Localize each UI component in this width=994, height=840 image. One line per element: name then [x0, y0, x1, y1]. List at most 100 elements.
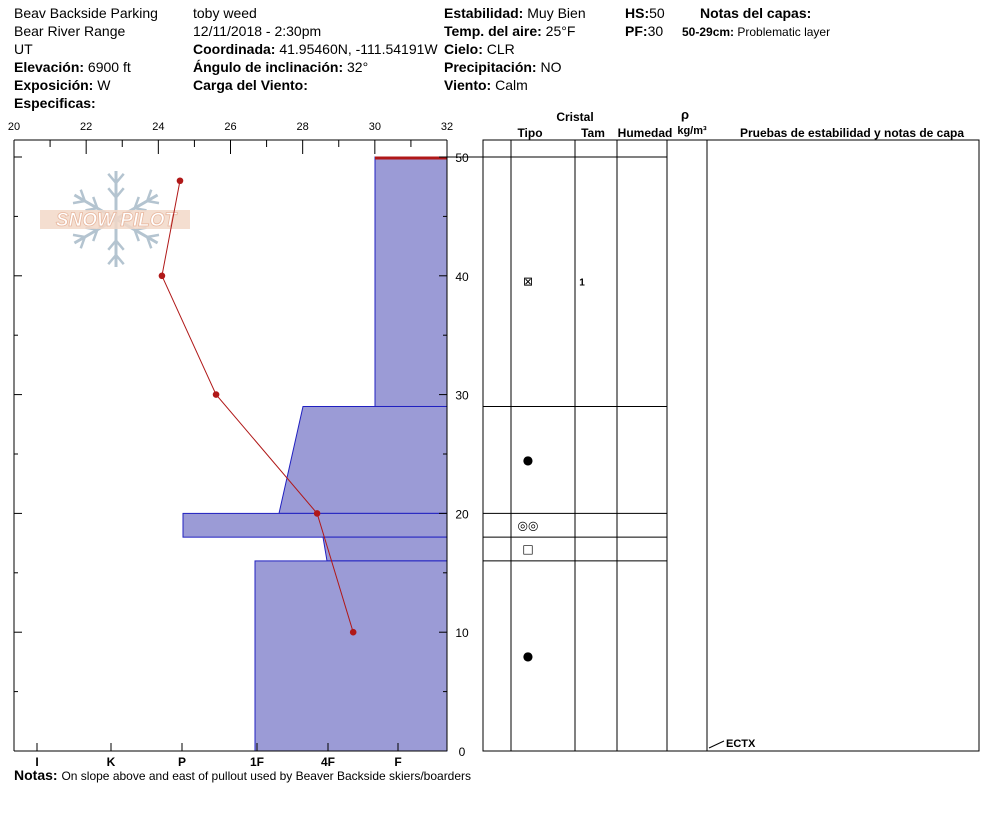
crystal-symbol: ⊠ [523, 275, 533, 289]
snowflake-branch [133, 196, 140, 209]
snowflake-branch [115, 239, 125, 251]
temperature-point [212, 391, 220, 398]
height-tick-label: 0 [459, 745, 466, 759]
hardness-bar [182, 512, 448, 538]
hardness-tick-label: I [35, 755, 38, 769]
layer-notes-label: Notas del capas: [700, 5, 812, 21]
snowflake-branch [79, 236, 86, 249]
hardness-tick-label: F [394, 755, 401, 769]
layer-note-range: 50-29cm: [682, 25, 735, 39]
hs-label: HS: [625, 5, 650, 21]
slope-value: 32° [347, 59, 369, 75]
stability: Estabilidad: Muy Bien [444, 5, 586, 21]
height-tick-label: 20 [455, 507, 469, 521]
air-temp-label: Temp. del aire: [444, 23, 542, 39]
wind-value: Calm [495, 77, 528, 93]
wind-label: Viento: [444, 77, 492, 93]
test-pointer [708, 740, 725, 749]
height-tick-label: 30 [455, 389, 469, 403]
coord-label: Coordinada: [193, 41, 276, 57]
pf-value: 30 [647, 23, 664, 39]
coordinates: Coordinada: 41.95460N, -111.54191W [193, 41, 438, 57]
notes-text: On slope above and east of pullout used … [61, 769, 472, 783]
snowflake-branch [115, 187, 125, 199]
hardness-bars [182, 156, 448, 752]
hardness-tick-label: 1F [250, 755, 264, 769]
snowflake-branch [115, 173, 125, 184]
coord-value: 41.95460N, -111.54191W [279, 41, 438, 57]
precip-label: Precipitación: [444, 59, 537, 75]
test-result: ECTX [726, 738, 756, 750]
header-rho: ρ [681, 107, 689, 122]
layer-table: Cristal Tipo Tam Humedad ρ kg/m³ Pruebas de es… [482, 107, 980, 752]
sky: Cielo: CLR [444, 41, 515, 57]
elevation: Elevación: 6900 ft [14, 59, 131, 75]
snowflake-branch [134, 206, 147, 212]
temperature-point [158, 272, 166, 280]
specifics-label: Especificas: [14, 95, 96, 111]
snowflake-branch [107, 187, 117, 199]
layer-note-text: Problematic layer [737, 25, 831, 39]
logo-text: SNOW PILOT [56, 210, 178, 231]
header-humedad: Humedad [618, 126, 673, 140]
temp-tick-label: 20 [8, 121, 20, 133]
hardness-tick-label: P [178, 755, 186, 769]
precip-value: NO [540, 59, 562, 75]
hardness-bar [254, 560, 448, 752]
snowflake-branch [72, 233, 86, 239]
elevation-label: Elevación: [14, 59, 85, 75]
temperature-point [313, 510, 321, 517]
snowflake-branch [146, 236, 153, 249]
header-tipo: Tipo [517, 126, 542, 140]
observer: toby weed [193, 5, 257, 21]
snowflake-branch [107, 173, 117, 184]
hardness-tick-label: K [107, 755, 116, 769]
snowflake-branch [72, 199, 86, 205]
snowflake-branch [92, 196, 99, 209]
temp-tick-label: 32 [441, 121, 453, 133]
hardness-bar [322, 536, 448, 562]
height-tick-label: 50 [455, 151, 469, 165]
temp-tick-label: 24 [152, 121, 164, 133]
table-frame [482, 139, 980, 752]
hardness-tick-label: 4F [321, 755, 335, 769]
header-tam: Tam [581, 126, 605, 140]
crystal-size: 1 [579, 278, 585, 289]
temp-tick-label: 26 [224, 121, 236, 133]
temperature-point [349, 628, 357, 636]
sky-label: Cielo: [444, 41, 483, 57]
height-tick-label: 10 [455, 626, 469, 640]
slope-label: Ángulo de inclinación: [193, 59, 344, 75]
slope-angle: Ángulo de inclinación: 32° [193, 59, 368, 75]
snowflake-branch [133, 229, 140, 242]
hs: HS:50 [625, 5, 665, 21]
temperature-profile [158, 177, 357, 636]
stability-value: Muy Bien [527, 5, 586, 21]
snowflake-branch [107, 239, 117, 251]
chart-axes: 20 22 24 26 28 30 32 0 10 20 30 40 50 I K P 1F 4F F [8, 121, 469, 769]
hardness-bar [374, 156, 448, 407]
exposure-value: W [97, 77, 111, 93]
logo-band [40, 210, 190, 229]
header-cristal: Cristal [556, 110, 593, 124]
snowflake-branch [92, 229, 99, 242]
snowpilot-logo: SNOW PILOT [40, 171, 190, 267]
crystal-symbol: □ [522, 542, 533, 556]
snowflake-branch [107, 254, 117, 265]
exposure: Exposición: W [14, 77, 110, 93]
header-density-unit: kg/m³ [677, 125, 707, 137]
notes: Notas: On slope above and east of pullou… [14, 767, 471, 784]
header-tests: Pruebas de estabilidad y notas de capa [740, 126, 964, 140]
hardness-bar [278, 405, 448, 514]
stability-label: Estabilidad: [444, 5, 524, 21]
state: UT [14, 41, 33, 57]
hs-value: 50 [649, 5, 665, 21]
snowflake-branch [85, 206, 98, 212]
crystal-symbol: ◎◎ [518, 518, 539, 532]
range: Bear River Range [14, 23, 126, 39]
crystal-symbol: ● [523, 453, 533, 467]
wind: Viento: Calm [444, 77, 528, 93]
elevation-value: 6900 ft [87, 59, 131, 75]
snowflake-branch [115, 254, 125, 265]
